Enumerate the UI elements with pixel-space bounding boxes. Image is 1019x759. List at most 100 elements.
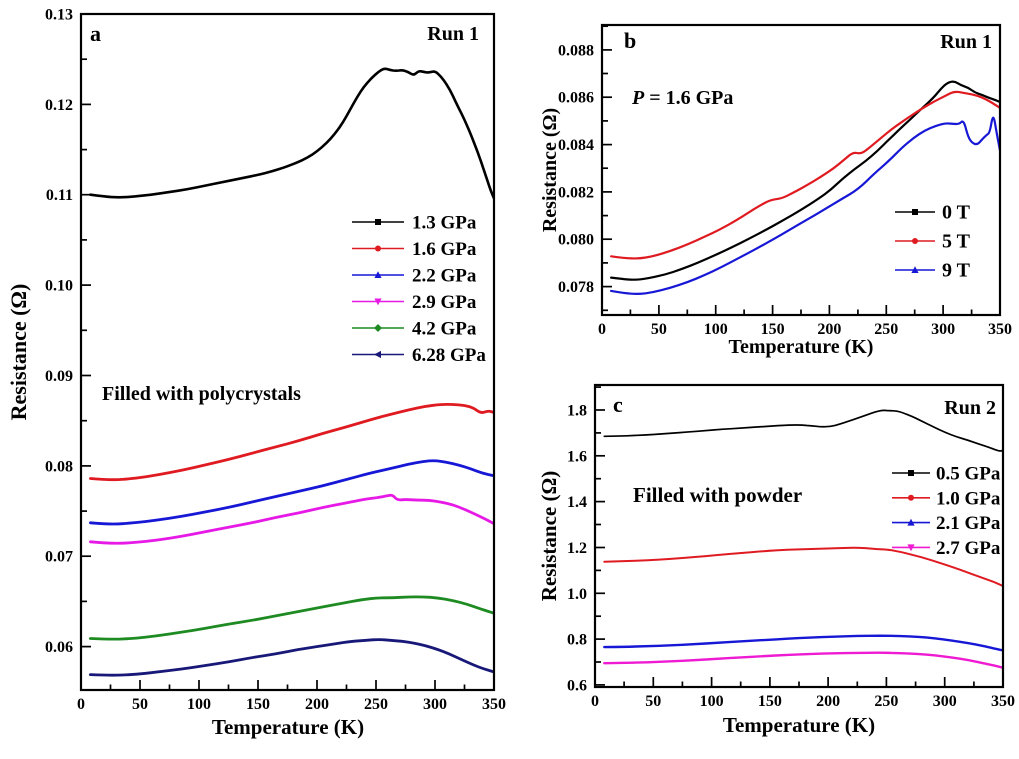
series-line-5-t <box>610 90 999 260</box>
legend-label: 1.6 GPa <box>412 239 477 260</box>
y-tick-label: 0.13 <box>45 7 73 24</box>
y-tick-label: 0.10 <box>45 278 73 295</box>
y-tick-label: 1.0 <box>567 586 587 603</box>
legend-label: 2.7 GPa <box>936 538 1001 559</box>
run-label: Run 1 <box>427 23 479 45</box>
x-tick-label: 200 <box>816 693 840 710</box>
y-tick-label: 1.4 <box>567 494 587 511</box>
y-tick-label: 0.088 <box>558 42 594 59</box>
legend-label: 0.5 GPa <box>936 464 1001 485</box>
x-tick-label: 200 <box>817 321 841 338</box>
panel-c-chart: 0 50 100 150 200 250 300 350 1.8 1.6 1.4 1.2 1.0 0.8 0… <box>540 383 1015 737</box>
series-line-1.6-gpa <box>89 403 493 482</box>
x-tick-label: 0 <box>598 321 606 338</box>
legend-label: 1.0 GPa <box>936 488 1001 509</box>
x-tick-label: 150 <box>761 321 785 338</box>
legend-label: 1.3 GPa <box>412 213 477 234</box>
x-tick-label: 0 <box>591 693 599 710</box>
legend-label: 4.2 GPa <box>412 319 477 340</box>
x-tick-label: 350 <box>991 693 1015 710</box>
axis-frame <box>79 12 496 692</box>
y-tick-label: 1.8 <box>567 403 587 420</box>
legend-marker-triangle-up <box>907 518 915 526</box>
annotation: Filled with powder <box>633 483 802 507</box>
legend-marker-square <box>912 209 918 215</box>
x-tick-label: 50 <box>132 696 148 713</box>
y-tick-label: 0.11 <box>46 187 73 204</box>
series-line-6.28-gpa <box>89 638 493 677</box>
legend-marker-square <box>908 470 914 476</box>
y-axis-title: Resistance (Ω) <box>540 471 561 602</box>
y-tick-label: 1.2 <box>567 540 587 557</box>
y-tick-label: 0.12 <box>45 97 73 114</box>
y-tick-label: 0.086 <box>558 90 594 107</box>
y-tick-label: 0.6 <box>567 677 587 694</box>
series-line-0.5-gpa <box>603 409 1002 452</box>
legend-marker-square <box>375 219 381 225</box>
y-axis-title: Resistance (Ω) <box>540 108 561 232</box>
y-tick-label: 0.06 <box>45 639 73 656</box>
x-tick-label: 250 <box>364 696 388 713</box>
y-tick-label: 0.07 <box>45 549 73 566</box>
series-line-2.9-gpa <box>89 493 493 545</box>
x-tick-label: 0 <box>77 696 85 713</box>
legend-label: 6.28 GPa <box>412 345 486 366</box>
y-tick-label: 0.09 <box>45 368 73 385</box>
x-tick-label: 100 <box>187 696 211 713</box>
panel-b-chart: 0 50 100 150 200 250 300 350 0.088 0.086 0.084 0.08… <box>540 23 1012 358</box>
panel-label: a <box>90 21 101 46</box>
series-line-2.2-gpa <box>89 459 493 526</box>
y-tick-label: 0.08 <box>45 458 73 475</box>
legend-label: 2.2 GPa <box>412 266 477 287</box>
legend-marker-diamond <box>374 324 382 332</box>
axis-frame <box>593 383 1005 689</box>
y-axis-title: Resistance (Ω) <box>6 284 31 421</box>
legend-marker-circle <box>375 245 381 252</box>
y-tick-label: 0.084 <box>558 137 594 154</box>
x-tick-label: 350 <box>482 696 506 713</box>
series-line-1.0-gpa <box>603 546 1002 587</box>
x-axis-title: Temperature (K) <box>729 336 874 358</box>
legend-marker-circle <box>908 494 914 501</box>
series-group <box>603 409 1002 669</box>
legend-marker-circle <box>912 238 918 244</box>
series-group <box>610 80 999 295</box>
y-tick-label: 0.080 <box>558 232 594 249</box>
run-label: Run 2 <box>944 397 996 419</box>
x-tick-label: 100 <box>704 321 728 338</box>
annotation: P = 1.6 GPa <box>631 87 733 109</box>
x-tick-label: 250 <box>874 693 898 710</box>
y-tick-label: 0.8 <box>567 632 587 649</box>
series-line-4.2-gpa <box>89 595 493 641</box>
series-line-1.3-gpa <box>89 67 493 200</box>
y-tick-label: 0.078 <box>558 279 594 296</box>
panel-a-chart: 0 50 100 150 200 250 300 350 0.13 0.12 0.11 0.10 0.0… <box>6 7 506 740</box>
legend: 1.3 GPa 1.6 GPa 2.2 GPa 2.9 GPa 4.2 GPa 6.28 … <box>352 213 486 366</box>
x-tick-label: 200 <box>305 696 329 713</box>
legend-label: 2.9 GPa <box>412 292 477 313</box>
series-line-0-t <box>610 80 999 281</box>
x-tick-label: 300 <box>931 321 955 338</box>
x-tick-label: 250 <box>874 321 898 338</box>
x-tick-label: 150 <box>758 693 782 710</box>
x-tick-label: 300 <box>423 696 447 713</box>
run-label: Run 1 <box>940 31 992 53</box>
panel-label: c <box>613 392 623 417</box>
x-tick-label: 50 <box>645 693 661 710</box>
legend-label: 2.1 GPa <box>936 513 1001 534</box>
x-axis-title: Temperature (K) <box>212 715 364 739</box>
annotation: Filled with polycrystals <box>102 383 301 405</box>
x-tick-label: 150 <box>246 696 270 713</box>
series-line-9-t <box>610 116 999 295</box>
y-tick-label: 0.082 <box>558 184 594 201</box>
x-axis-title: Temperature (K) <box>723 713 875 737</box>
panel-label: b <box>624 28 636 53</box>
x-tick-label: 50 <box>651 321 667 338</box>
axis-frame <box>600 23 1002 317</box>
legend-marker-triangle-left <box>374 350 381 359</box>
legend-label: 0 T <box>942 202 971 224</box>
legend-label: 5 T <box>942 231 971 253</box>
y-tick-label: 1.6 <box>567 448 587 465</box>
x-tick-label: 300 <box>933 693 957 710</box>
